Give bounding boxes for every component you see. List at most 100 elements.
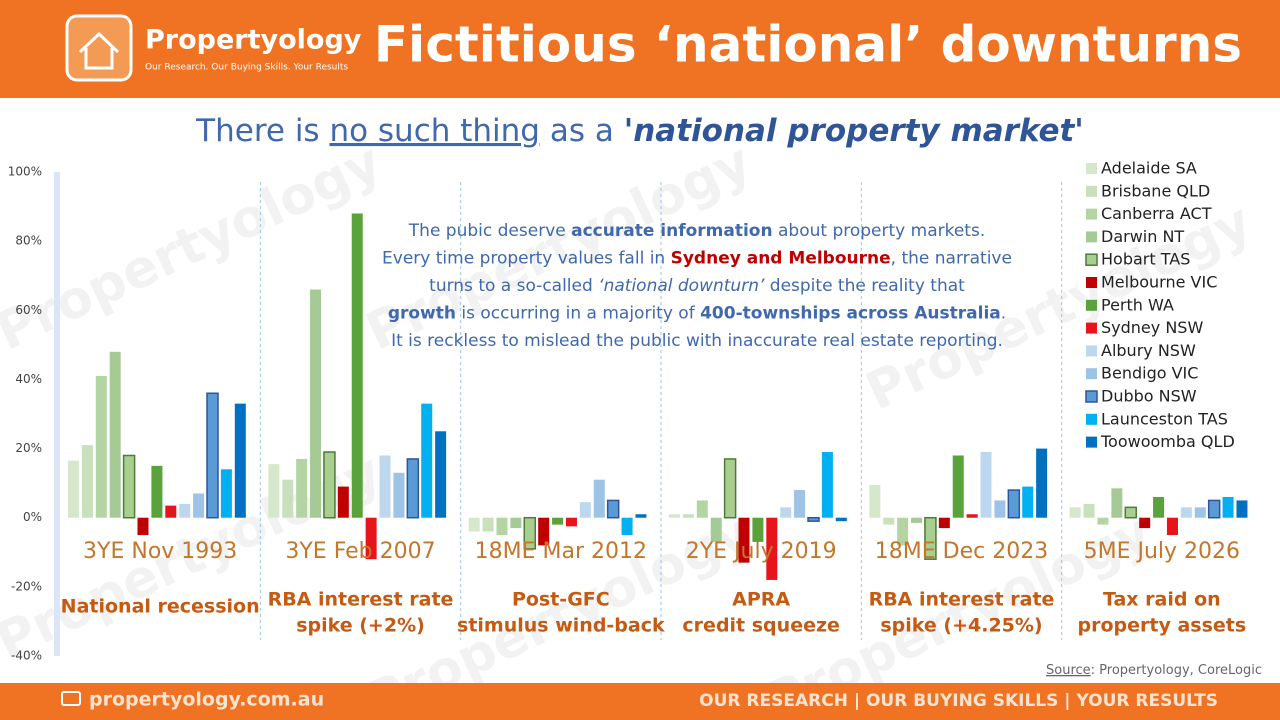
bar: [234, 403, 246, 518]
bar: [821, 452, 833, 518]
bar: [897, 517, 909, 546]
legend-label: Adelaide SA: [1101, 159, 1197, 178]
event-label: National recession: [61, 596, 260, 618]
x-tick-label: 18ME Mar 2012: [475, 539, 647, 564]
y-axis: [54, 172, 60, 656]
text-segment: growth: [388, 304, 456, 324]
brand: Propertyology: [145, 25, 362, 56]
bar: [310, 289, 322, 518]
bar: [482, 517, 494, 532]
bar: [1007, 489, 1021, 519]
legend-label: Toowoomba QLD: [1100, 432, 1235, 451]
y-tick-label: 20%: [15, 441, 42, 455]
event-label: APRA: [732, 589, 790, 611]
y-tick-label: 0%: [23, 510, 42, 524]
bar: [496, 517, 508, 535]
event-label: stimulus wind-back: [457, 615, 665, 637]
bar: [510, 517, 522, 529]
legend-label: Hobart TAS: [1101, 250, 1190, 269]
event-label: RBA interest rate: [268, 589, 454, 611]
legend-label: Darwin NT: [1101, 227, 1184, 246]
legend-swatch: [1086, 436, 1097, 448]
legend-swatch: [1086, 413, 1097, 425]
x-tick-label: 3YE Feb 2007: [285, 539, 435, 564]
footer-slogan: OUR RESEARCH | OUR BUYING SKILLS | YOUR …: [699, 691, 1218, 711]
note-line: Every time property values fall in Sydne…: [382, 249, 1012, 269]
bar: [1236, 500, 1248, 518]
bar: [621, 517, 633, 535]
bar: [780, 507, 792, 518]
bar: [393, 472, 405, 518]
bar: [296, 458, 308, 518]
y-tick-label: 60%: [15, 303, 42, 317]
text-segment: despite the reality that: [764, 276, 965, 296]
bar: [696, 500, 708, 518]
event-label: spike (+4.25%): [880, 615, 1042, 637]
bar: [1083, 503, 1095, 518]
bar: [421, 403, 433, 518]
bar: [538, 517, 550, 546]
footer-icon: [61, 691, 81, 706]
bar: [95, 375, 107, 518]
bar: [579, 502, 591, 518]
bar: [738, 517, 750, 563]
legend-swatch: [1086, 277, 1097, 288]
y-tick-label: -20%: [11, 579, 42, 593]
text-segment: accurate information: [571, 221, 772, 241]
y-tick-label: 100%: [8, 165, 42, 179]
bar: [379, 455, 391, 518]
bar: [1139, 517, 1151, 529]
bar: [220, 469, 232, 518]
text-segment: There is: [195, 113, 329, 149]
bar: [165, 505, 177, 518]
title: Fictitious ‘national’ downturns: [374, 16, 1242, 74]
bar: [911, 517, 923, 523]
bar: [669, 514, 680, 518]
bar: [883, 517, 895, 525]
bar: [752, 517, 764, 542]
legend-swatch: [1086, 299, 1097, 311]
bar: [1069, 507, 1081, 518]
bar: [835, 517, 847, 522]
legend-swatch: [1085, 253, 1098, 266]
bar: [81, 445, 93, 518]
text-segment: The pubic deserve: [408, 221, 571, 241]
bar: [1111, 488, 1123, 518]
bar: [794, 490, 806, 518]
bar: [565, 517, 577, 527]
bar: [435, 431, 447, 518]
bar: [994, 500, 1006, 518]
bar: [966, 514, 978, 518]
x-tick-label: 3YE Nov 1993: [83, 539, 237, 564]
legend-label: Albury NSW: [1101, 341, 1196, 360]
bar: [282, 479, 294, 518]
bar: [179, 503, 191, 518]
y-tick-label: 40%: [15, 372, 42, 386]
watermark: Propertyology: [357, 132, 760, 363]
text-segment: .: [1001, 304, 1006, 324]
footer-bar: [0, 683, 1280, 720]
source-text: : Propertyology, CoreLogic: [1091, 663, 1262, 678]
bar: [1194, 507, 1206, 518]
legend-swatch: [1086, 368, 1097, 380]
event-label: credit squeeze: [682, 615, 839, 637]
legend-swatch: [1086, 208, 1097, 220]
bar: [723, 458, 737, 519]
bar: [1222, 496, 1234, 518]
text-segment: as a: [540, 113, 624, 149]
y-tick-label: 80%: [15, 234, 42, 248]
note-line: growth is occurring in a majority of 400…: [388, 304, 1006, 324]
text-segment: 400-townships across Australia: [700, 304, 1001, 324]
bar: [337, 486, 349, 518]
bar: [1097, 517, 1109, 525]
bar: [552, 517, 564, 525]
bar: [924, 516, 937, 560]
bar: [682, 514, 694, 518]
legend-label: Bendigo VIC: [1101, 364, 1198, 383]
bar: [1207, 499, 1221, 519]
legend-label: Perth WA: [1101, 295, 1174, 314]
bar: [1124, 506, 1138, 519]
bar: [193, 493, 205, 518]
footer-url: propertyology.com.au: [89, 689, 324, 711]
legend-label: Dubbo NSW: [1101, 387, 1197, 406]
